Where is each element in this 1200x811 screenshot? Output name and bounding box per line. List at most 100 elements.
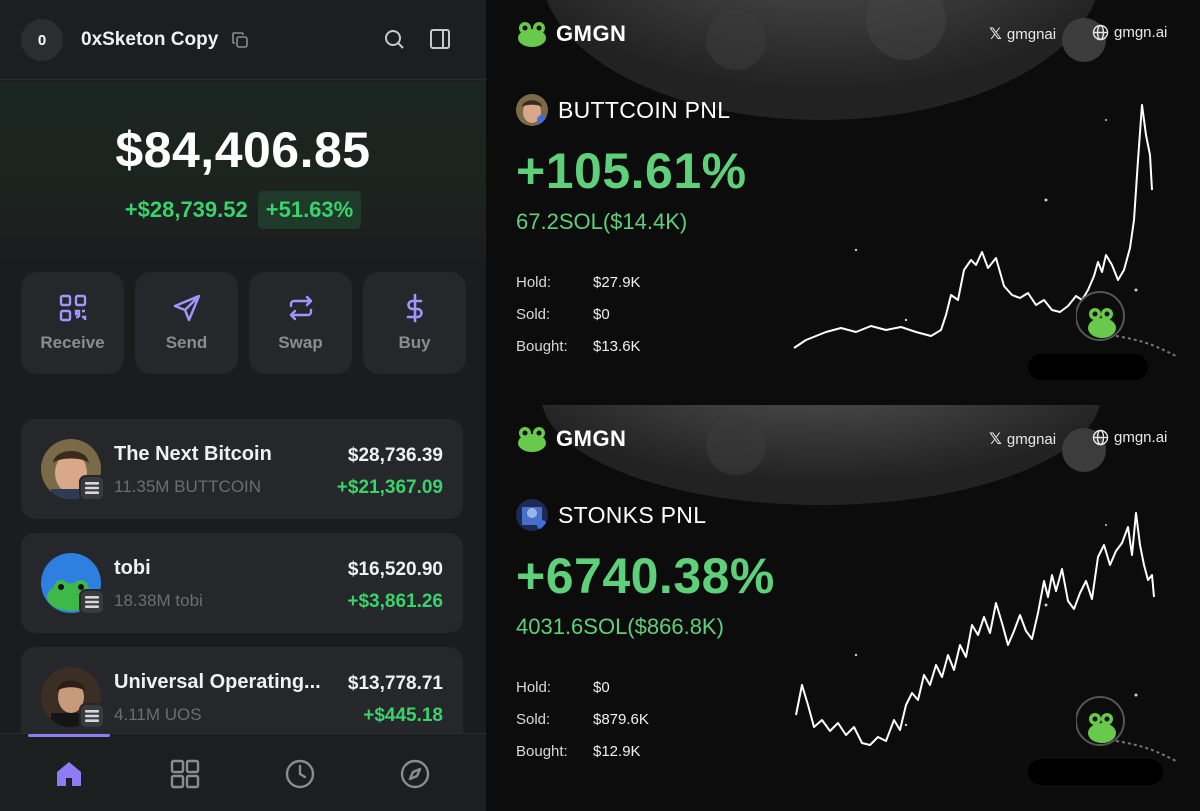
twitter-handle[interactable]: 𝕏 gmgnai [989,429,1056,449]
solana-chain-icon [79,589,105,615]
account-avatar[interactable]: 0 [21,19,63,61]
hold-value: $27.9K [593,274,641,291]
balance-section: $84,406.85 +$28,739.52 +51.63% [0,81,486,266]
buy-label: Buy [398,333,431,352]
swap-icon [289,295,312,321]
clock-icon[interactable] [284,758,316,790]
sold-value: $879.6K [593,711,649,728]
token-pnl: +$445.18 [363,705,443,726]
bought-label: Bought: [516,338,568,355]
globe-icon [1092,24,1109,41]
send-icon [173,294,200,322]
frog-logo-icon [518,22,546,47]
token-avatar [516,499,548,531]
moon-background [486,0,1200,405]
gain-absolute: +$28,739.52 [124,197,248,222]
pnl-title: BUTTCOIN PNL [558,96,731,123]
copy-icon[interactable] [231,31,249,49]
nav-active-indicator [28,734,110,737]
swap-label: Swap [278,333,323,352]
pnl-percent: +6740.38% [516,548,775,604]
frog-logo-icon [518,427,546,452]
send-button[interactable]: Send [135,272,238,374]
pnl-sol-amount: 67.2SOL($14.4K) [516,209,688,234]
sidebar-toggle-icon[interactable] [428,27,452,51]
token-row[interactable]: tobi 18.38M tobi $16,520.90 +$3,861.26 [21,533,463,633]
wallet-header: 0 0xSketon Copy [0,0,486,80]
price-chart [793,104,1153,349]
token-name: tobi [114,557,151,579]
compass-icon[interactable] [399,758,431,790]
token-value: $13,778.71 [347,673,443,694]
logo-text: GMGN [556,21,627,46]
send-label: Send [165,333,208,352]
moon-background [486,405,1200,811]
token-row[interactable]: The Next Bitcoin 11.35M BUTTCOIN $28,736… [21,419,463,519]
x-icon: 𝕏 [989,431,1002,448]
globe-icon [1092,429,1109,446]
twitter-text: gmgnai [1006,25,1057,43]
price-chart [795,512,1155,746]
redacted-bar [1028,354,1148,380]
pnl-percent: +105.61% [516,143,747,199]
token-pnl: +$3,861.26 [347,591,443,612]
bottom-nav [0,733,486,811]
hold-value: $0 [593,679,610,696]
sold-value: $0 [593,306,610,323]
token-amount: 11.35M BUTTCOIN [114,477,262,496]
token-name: The Next Bitcoin [114,443,272,465]
qr-code-icon [59,294,86,322]
website-link[interactable]: gmgn.ai [1092,429,1167,446]
pnl-title-row: BUTTCOIN PNL [516,94,730,126]
home-icon[interactable] [53,758,85,790]
bought-label: Bought: [516,743,568,760]
twitter-handle[interactable]: 𝕏 gmgnai [989,24,1056,44]
redacted-bar [1028,759,1163,785]
token-value: $28,736.39 [347,445,443,466]
buy-button[interactable]: Buy [363,272,466,374]
website-link[interactable]: gmgn.ai [1092,24,1167,41]
pnl-title: STONKS PNL [558,501,707,528]
token-value: $16,520.90 [347,559,443,580]
token-row[interactable]: Universal Operating... 4.11M UOS $13,778… [21,647,463,747]
sold-label: Sold: [516,711,551,728]
receive-label: Receive [40,333,105,352]
pnl-card-buttcoin: GMGN 𝕏 gmgnai gmgn.ai BUTTCOIN PNL +105.… [486,0,1200,405]
pnl-title-row: STONKS PNL [516,499,706,531]
hold-label: Hold: [516,274,552,291]
receive-button[interactable]: Receive [21,272,124,374]
sold-label: Sold: [516,306,551,323]
solana-chain-icon [79,703,105,729]
solana-chain-icon [79,475,105,501]
balance-change: +$28,739.52 +51.63% [0,191,486,229]
token-pnl: +$21,367.09 [336,477,443,498]
swap-button[interactable]: Swap [249,272,352,374]
gmgn-logo: GMGN [516,425,626,453]
token-amount: 18.38M tobi [114,591,203,610]
x-icon: 𝕏 [989,26,1002,43]
grid-icon[interactable] [169,758,201,790]
twitter-text: gmgnai [1006,430,1057,448]
website-text: gmgn.ai [1114,429,1168,446]
token-amount: 4.11M UOS [114,705,202,724]
pnl-sol-amount: 4031.6SOL($866.8K) [516,614,724,639]
gmgn-logo: GMGN [516,20,626,48]
token-avatar [516,94,548,126]
website-text: gmgn.ai [1114,24,1168,41]
bought-value: $12.9K [593,743,641,760]
wallet-panel: 0 0xSketon Copy $84,406.85 +$28,739.52 +… [0,0,486,811]
hold-label: Hold: [516,679,552,696]
logo-text: GMGN [556,426,627,451]
bought-value: $13.6K [593,338,641,355]
frog-mascot-icon [1076,696,1177,762]
token-avatar [41,439,101,499]
action-buttons: Receive Send Swap Buy [21,272,466,374]
dollar-icon [406,293,423,323]
frog-mascot-icon [1076,291,1177,357]
gain-percent-badge: +51.63% [257,191,362,229]
pnl-card-stonks: GMGN 𝕏 gmgnai gmgn.ai STONKS PNL +6740.3… [486,405,1200,811]
total-balance: $84,406.85 [115,122,371,178]
search-icon[interactable] [382,27,406,51]
token-name: Universal Operating... [114,671,321,693]
account-name[interactable]: 0xSketon Copy [81,29,219,50]
